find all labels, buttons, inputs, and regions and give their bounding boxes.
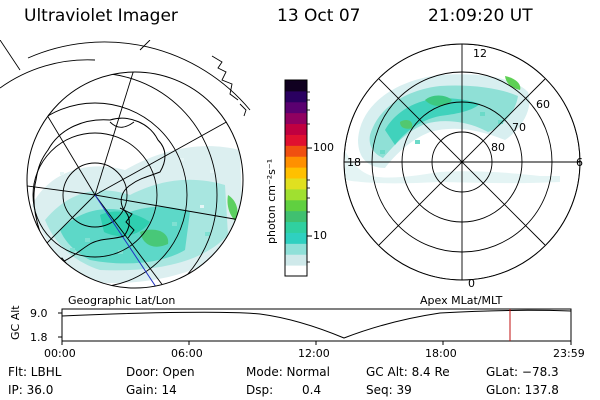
- mlt-label-18: 18: [347, 156, 361, 169]
- colorbar-segment: [285, 199, 307, 212]
- altitude-plot: [58, 308, 572, 345]
- colorbar-segment: [285, 243, 307, 255]
- colorbar-segment: [285, 265, 307, 277]
- mode-info: Mode: Normal: [246, 365, 330, 379]
- xtick-2359: 23:59: [553, 347, 585, 360]
- colorbar-segment: [285, 178, 307, 190]
- colorbar-segment: [285, 188, 307, 201]
- colorbar-segment: [285, 145, 307, 157]
- glon-info: GLon: 137.8: [486, 383, 559, 397]
- altitude-plot-frame: [61, 308, 572, 342]
- mlat-label-70: 70: [512, 121, 526, 134]
- mlt-label-0: 0: [468, 277, 475, 290]
- colorbar-label-10: 10: [313, 229, 327, 242]
- colorbar-segment: [285, 80, 307, 92]
- colorbar-segment: [285, 112, 307, 125]
- colorbar-frame: [284, 79, 308, 277]
- altitude-x-ticks: [61, 341, 572, 345]
- dsp-value: 0.4: [302, 383, 322, 397]
- gain-info: Gain: 14: [126, 383, 177, 397]
- colorbar-segment: [285, 123, 307, 135]
- altitude-ytick-bottom: 1.8: [30, 331, 48, 344]
- colorbar-segment: [285, 156, 307, 168]
- colorbar-segment: [285, 221, 307, 233]
- ip-info: IP: 36.0: [8, 383, 54, 397]
- colorbar-segment: [285, 167, 307, 179]
- altitude-curve: [61, 309, 572, 339]
- filter-info: Flt: LBHL: [8, 365, 62, 379]
- altitude-ytick-top: 9.0: [30, 307, 48, 320]
- mlt-label-12: 12: [473, 47, 487, 60]
- colorbar-segment: [285, 254, 307, 266]
- colorbar-label-100: 100: [313, 141, 334, 154]
- observation-date: 13 Oct 07: [277, 6, 361, 26]
- dsp-label: Dsp:: [246, 383, 274, 397]
- colorbar-segment: [285, 134, 307, 146]
- seq-info: Seq: 39: [366, 383, 412, 397]
- colorbar-segment: [285, 232, 307, 244]
- colorbar-segment: [285, 101, 307, 114]
- altitude-ylabel: GC Alt: [9, 305, 22, 340]
- observation-time: 21:09:20 UT: [428, 6, 533, 26]
- geographic-map: [0, 40, 251, 289]
- mlat-label-60: 60: [536, 98, 550, 111]
- colorbar-unit-label: photon cm⁻²s⁻¹: [265, 158, 278, 244]
- geographic-panel-label: Geographic Lat/Lon: [68, 294, 176, 307]
- door-info: Door: Open: [126, 365, 195, 379]
- xtick-0600: 06:00: [171, 347, 203, 360]
- apex-panel-label: Apex MLat/MLT: [420, 294, 503, 307]
- polar-mlt-plot: [343, 43, 581, 281]
- colorbar-segment: [285, 90, 307, 103]
- colorbar: [285, 80, 307, 277]
- gc-alt-info: GC Alt: 8.4 Re: [366, 365, 450, 379]
- xtick-0000: 00:00: [44, 347, 76, 360]
- colorbar-segment: [285, 210, 307, 223]
- mlt-label-6: 6: [576, 156, 583, 169]
- glat-info: GLat: −78.3: [486, 365, 559, 379]
- xtick-1800: 18:00: [425, 347, 457, 360]
- mlat-label-80: 80: [491, 141, 505, 154]
- instrument-title: Ultraviolet Imager: [24, 6, 178, 26]
- xtick-1200: 12:00: [298, 347, 330, 360]
